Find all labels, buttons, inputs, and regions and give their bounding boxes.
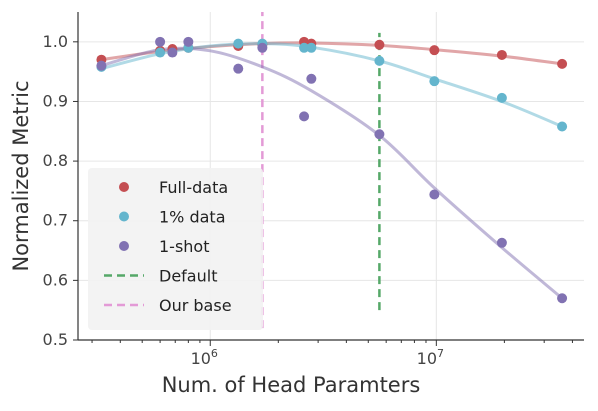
data-point-1-shot xyxy=(496,237,507,248)
data-point-1-shot xyxy=(155,36,166,47)
y-tick-label: 0.5 xyxy=(43,330,68,349)
data-point-1-data xyxy=(429,76,440,87)
fit-line-1-shot xyxy=(99,46,564,300)
x-axis-label: Num. of Head Paramters xyxy=(162,373,421,397)
legend-label: 1-shot xyxy=(159,237,210,256)
legend-label: Default xyxy=(159,267,217,286)
data-point-1-data xyxy=(374,55,385,66)
data-point-1-shot xyxy=(557,293,568,304)
y-tick-label: 0.9 xyxy=(43,91,68,110)
data-point-full-data xyxy=(496,49,507,60)
data-point-1-shot xyxy=(233,63,244,74)
data-point-1-data xyxy=(233,38,244,49)
x-tick-label: 106 xyxy=(191,347,218,368)
data-point-1-data xyxy=(299,42,310,53)
data-point-1-shot xyxy=(183,36,194,47)
x-tick-label: 107 xyxy=(417,347,444,368)
axes: 0.5 0.6 0.7 0.8 0.9 1.0 106 107 xyxy=(43,12,584,368)
legend-marker xyxy=(119,182,129,192)
legend-label: Full-data xyxy=(159,178,228,197)
legend-label: Our base xyxy=(159,296,232,315)
y-tick-label: 1.0 xyxy=(43,32,68,51)
data-point-full-data xyxy=(374,39,385,50)
data-point-1-shot xyxy=(306,73,317,84)
data-point-full-data xyxy=(429,45,440,56)
data-point-1-shot xyxy=(429,189,440,200)
data-point-1-shot xyxy=(96,60,107,71)
data-point-1-data xyxy=(155,47,166,58)
legend-box xyxy=(88,168,263,330)
legend-marker xyxy=(119,211,129,222)
data-point-1-data xyxy=(557,121,568,132)
legend-marker xyxy=(119,241,129,251)
y-axis-label: Normalized Metric xyxy=(9,80,33,271)
data-point-1-shot xyxy=(299,111,310,122)
data-point-1-data xyxy=(496,92,507,103)
data-point-1-data xyxy=(306,42,317,53)
legend-label: 1% data xyxy=(159,208,226,227)
data-point-1-shot xyxy=(167,47,178,58)
y-tick-label: 0.7 xyxy=(43,211,68,230)
y-tick-label: 0.8 xyxy=(43,151,68,170)
legend: Full-data 1% data 1-shot Default Our base xyxy=(88,168,263,330)
data-point-1-shot xyxy=(374,129,385,140)
data-point-full-data xyxy=(557,58,568,69)
data-point-1-shot xyxy=(257,42,268,53)
data-points xyxy=(96,36,568,304)
y-tick-label: 0.6 xyxy=(43,270,68,289)
